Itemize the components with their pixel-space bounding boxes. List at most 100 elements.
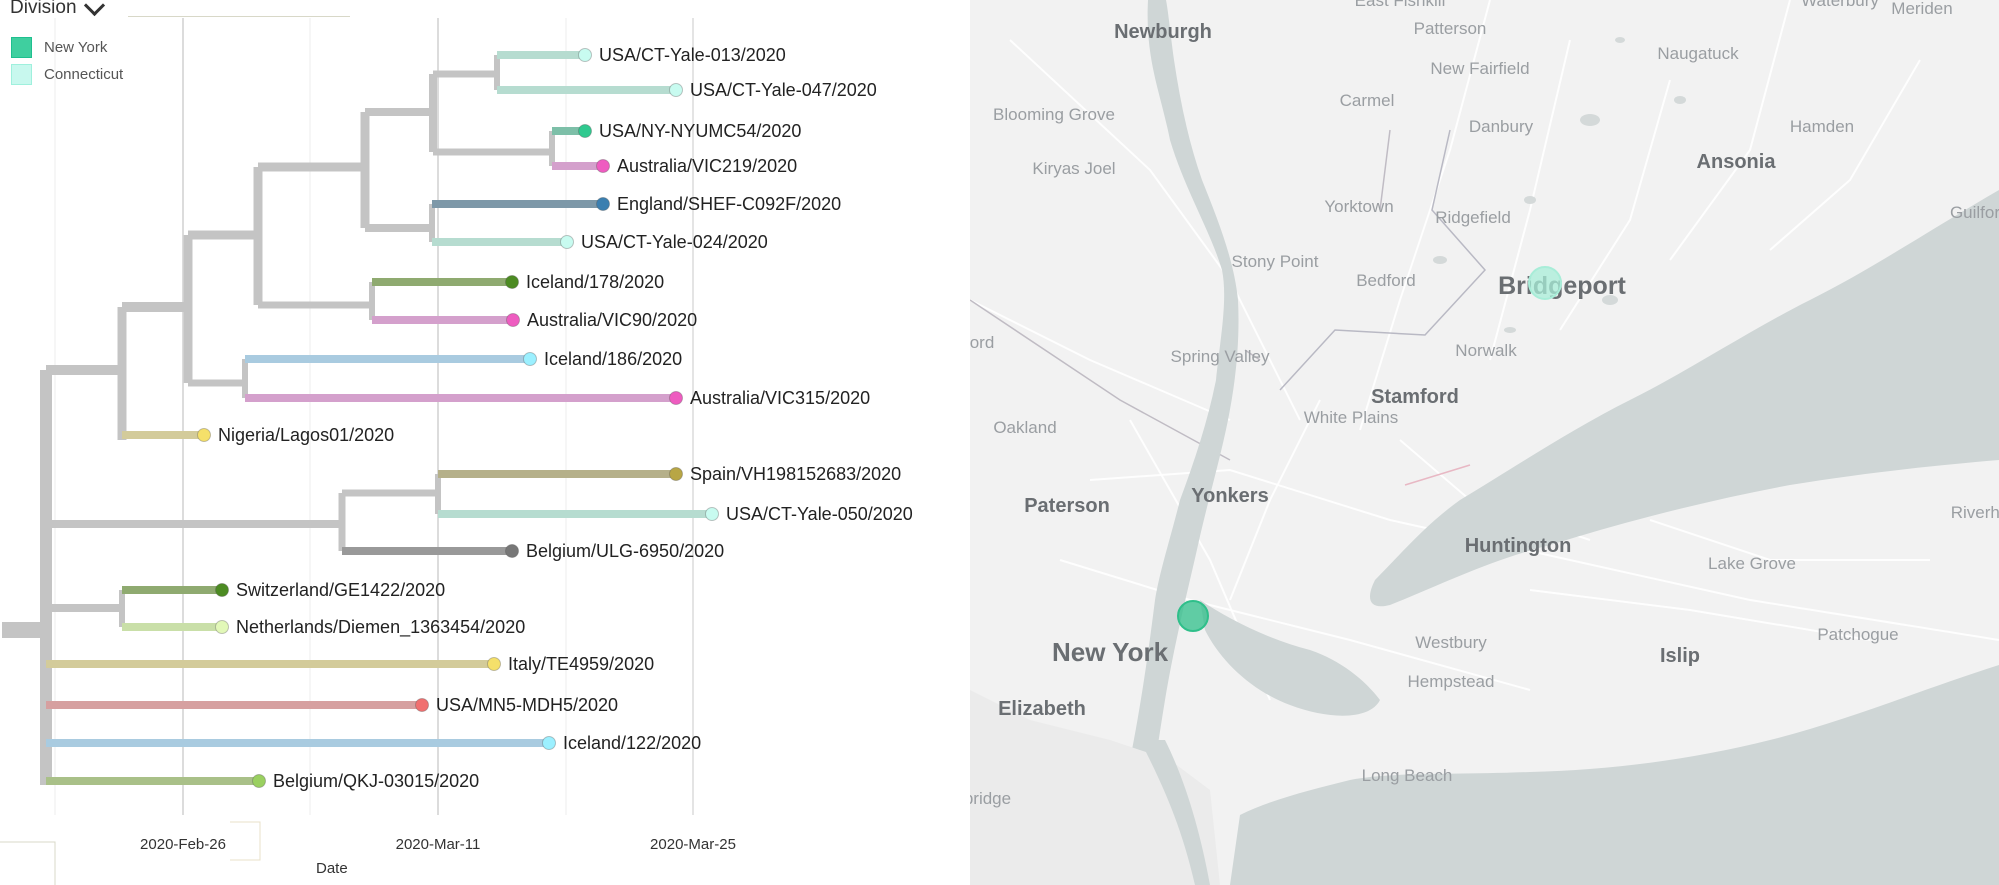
- tip-node[interactable]: [505, 275, 519, 289]
- axis-bracket: [230, 821, 261, 861]
- map-road: [1649, 519, 1930, 561]
- map-place-label: Carmel: [1340, 91, 1395, 110]
- tip-label[interactable]: Iceland/186/2020: [544, 349, 682, 369]
- tip-label[interactable]: USA/CT-Yale-050/2020: [726, 504, 913, 524]
- tip-label[interactable]: Australia/VIC90/2020: [527, 310, 697, 330]
- map-place-label: Norwalk: [1455, 341, 1517, 360]
- header-divider: [128, 16, 350, 17]
- lake: [1674, 96, 1686, 104]
- tip-node[interactable]: [596, 197, 610, 211]
- tip-node[interactable]: [506, 313, 520, 327]
- tip-node[interactable]: [578, 124, 592, 138]
- tip-label[interactable]: USA/CT-Yale-047/2020: [690, 80, 877, 100]
- tip-node[interactable]: [542, 736, 556, 750]
- tip-label[interactable]: USA/MN5-MDH5/2020: [436, 695, 618, 715]
- map-place-label: New Fairfield: [1430, 59, 1529, 78]
- map-place-label: Naugatuck: [1657, 44, 1739, 63]
- map-place-label: Kiryas Joel: [1032, 159, 1115, 178]
- tip-node[interactable]: [252, 774, 266, 788]
- tip-node[interactable]: [669, 83, 683, 97]
- map-location-marker[interactable]: [1528, 266, 1562, 300]
- lake: [1524, 196, 1536, 204]
- tip-node[interactable]: [705, 507, 719, 521]
- map-place-label: Hamden: [1790, 117, 1854, 136]
- map-place-label: Patterson: [1414, 19, 1487, 38]
- axis-tick-label: 2020-Mar-25: [650, 836, 736, 853]
- map-city-label: Ansonia: [1697, 151, 1777, 173]
- map-place-label: Stony Point: [1232, 252, 1319, 271]
- map-city-label: New York: [1052, 637, 1169, 667]
- phylogenetic-tree: 2020-Feb-26 2020-Mar-11 2020-Mar-25 USA/CT-…: [0, 18, 913, 885]
- tip-label[interactable]: England/SHEF-C092F/2020: [617, 194, 841, 214]
- tip-label[interactable]: Belgium/QKJ-03015/2020: [273, 771, 479, 791]
- tip-node[interactable]: [669, 391, 683, 405]
- map-city-label: Stamford: [1371, 386, 1459, 408]
- state-boundary: [1279, 129, 1487, 391]
- map-city-label: Yonkers: [1191, 485, 1268, 507]
- axis-tick-label: 2020-Feb-26: [140, 836, 226, 853]
- tip-node[interactable]: [215, 583, 229, 597]
- map-panel[interactable]: New York Bridgeport Stamford Yonkers Hunting…: [970, 0, 1999, 885]
- tip-node[interactable]: [560, 235, 574, 249]
- state-boundary: [1404, 464, 1471, 486]
- tip-label[interactable]: Spain/VH198152683/2020: [690, 464, 901, 484]
- tip-node[interactable]: [523, 352, 537, 366]
- tip-node[interactable]: [505, 544, 519, 558]
- map-city-label: Newburgh: [1114, 21, 1212, 43]
- map-road: [1529, 589, 1871, 641]
- map-road: [1009, 39, 1301, 421]
- tip-label[interactable]: Switzerland/GE1422/2020: [236, 580, 445, 600]
- map-city-label: Bridgeport: [1498, 272, 1626, 300]
- map-place-label: Yorktown: [1324, 197, 1393, 216]
- color-by-label: Division: [10, 0, 77, 18]
- tip-label[interactable]: USA/CT-Yale-024/2020: [581, 232, 768, 252]
- tip-label[interactable]: Nigeria/Lagos01/2020: [218, 425, 394, 445]
- map[interactable]: New York Bridgeport Stamford Yonkers Hunting…: [970, 0, 1999, 885]
- map-place-label: Lake Grove: [1708, 554, 1796, 573]
- map-place-label: White Plains: [1304, 408, 1398, 427]
- lake: [1504, 327, 1516, 333]
- tip-label[interactable]: USA/NY-NYUMC54/2020: [599, 121, 801, 141]
- tip-node[interactable]: [487, 657, 501, 671]
- legend-swatch-connecticut: [11, 64, 32, 85]
- legend-label: New York: [44, 39, 108, 56]
- tip-node[interactable]: [596, 159, 610, 173]
- map-place-label: Meriden: [1891, 0, 1952, 18]
- map-road: [1489, 39, 1571, 361]
- tip-label[interactable]: Italy/TE4959/2020: [508, 654, 654, 674]
- map-place-label: Hempstead: [1408, 672, 1495, 691]
- legend: New York Connecticut: [11, 34, 123, 88]
- tip-label[interactable]: Belgium/ULG-6950/2020: [526, 541, 724, 561]
- color-by-dropdown[interactable]: Division: [10, 0, 105, 20]
- map-place-label: Bedford: [1356, 271, 1416, 290]
- lake: [1602, 295, 1618, 305]
- map-road: [1769, 59, 1921, 251]
- lake: [1433, 256, 1447, 264]
- tip-label[interactable]: Australia/VIC315/2020: [690, 388, 870, 408]
- legend-item-connecticut[interactable]: Connecticut: [11, 61, 123, 88]
- map-city-label: Paterson: [1024, 495, 1110, 517]
- axis-line: [0, 841, 56, 885]
- map-land: [970, 690, 1220, 885]
- tip-node[interactable]: [578, 48, 592, 62]
- map-city-label: Islip: [1660, 645, 1700, 667]
- tip-label[interactable]: Australia/VIC219/2020: [617, 156, 797, 176]
- tip-node[interactable]: [215, 620, 229, 634]
- map-place-label: Spring Valley: [1171, 347, 1270, 366]
- tip-node[interactable]: [669, 467, 683, 481]
- map-place-label: Danbury: [1469, 117, 1534, 136]
- map-place-label: Long Beach: [1362, 766, 1453, 785]
- lake: [1580, 114, 1600, 126]
- tip-node[interactable]: [415, 698, 429, 712]
- state-boundary: [970, 299, 1231, 461]
- lake: [1615, 37, 1625, 43]
- tip-label[interactable]: USA/CT-Yale-013/2020: [599, 45, 786, 65]
- map-place-label: East Fishkill: [1355, 0, 1446, 10]
- tip-label[interactable]: Netherlands/Diemen_1363454/2020: [236, 617, 525, 638]
- legend-item-new-york[interactable]: New York: [11, 34, 123, 61]
- tip-label[interactable]: Iceland/178/2020: [526, 272, 664, 292]
- map-place-label: odbridge: [970, 789, 1011, 808]
- map-location-marker[interactable]: [1177, 600, 1209, 632]
- tip-label[interactable]: Iceland/122/2020: [563, 733, 701, 753]
- tip-node[interactable]: [197, 428, 211, 442]
